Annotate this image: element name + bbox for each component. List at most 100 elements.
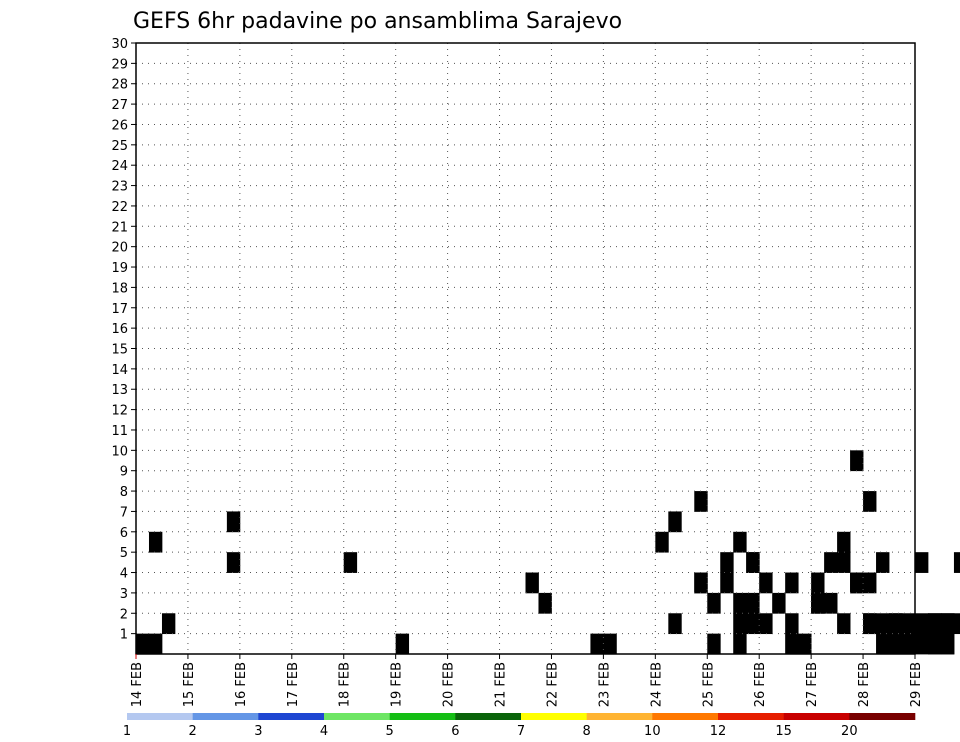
- heatmap-cell: [940, 633, 955, 655]
- heatmap-cell: [876, 613, 890, 635]
- legend-swatch: [521, 713, 587, 720]
- legend-label: 12: [710, 724, 727, 739]
- heatmap-cell: [525, 572, 539, 594]
- legend-label: 10: [644, 724, 661, 739]
- x-tick-label: 14 FEB: [130, 662, 145, 707]
- x-tick-label: 25 FEB: [701, 662, 716, 707]
- heatmap-cell: [226, 511, 241, 533]
- y-tick-label: 15: [111, 343, 128, 358]
- legend-label: 1: [123, 724, 131, 739]
- heatmap-cell: [876, 552, 890, 573]
- heatmap-cell: [746, 552, 760, 573]
- heatmap-cell: [837, 552, 851, 573]
- heatmap-cell: [733, 613, 747, 635]
- heatmap-cell: [707, 592, 721, 614]
- y-tick-label: 30: [111, 37, 128, 52]
- heatmap-cell: [785, 633, 799, 655]
- heatmap-cell: [668, 613, 682, 635]
- y-tick-label: 21: [111, 220, 128, 235]
- legend-swatch: [783, 713, 850, 720]
- heatmap-cell: [746, 592, 760, 614]
- heatmap-cell: [876, 633, 890, 655]
- x-tick-label: 20 FEB: [442, 662, 457, 707]
- heatmap-cell: [837, 531, 851, 553]
- y-tick-label: 3: [120, 587, 128, 602]
- y-tick-label: 6: [120, 526, 128, 541]
- y-tick-label: 17: [111, 302, 128, 317]
- heatmap-cell: [798, 633, 812, 655]
- y-tick-label: 28: [111, 78, 128, 93]
- y-tick-label: 24: [111, 159, 128, 174]
- heatmap-cell: [707, 633, 721, 655]
- y-tick-label: 14: [111, 363, 128, 378]
- heatmap-cell: [811, 572, 825, 594]
- legend-label: 5: [386, 724, 394, 739]
- heatmap-cell: [824, 552, 838, 573]
- y-tick-label: 8: [120, 485, 128, 500]
- heatmap-cell: [902, 613, 916, 635]
- color-legend: 1 2 3 4 5 6 7 8 10 12 15 20: [123, 713, 916, 739]
- heatmap-cell: [733, 531, 747, 553]
- y-tick-label: 5: [120, 546, 128, 561]
- x-tick-label: 29 FEB: [909, 662, 924, 707]
- heatmap-cell: [733, 633, 747, 655]
- heatmap-cell: [863, 613, 877, 635]
- heatmap-cell: [772, 592, 786, 614]
- legend-label: 6: [451, 724, 459, 739]
- legend-swatch: [258, 713, 325, 720]
- y-tick-label: 26: [111, 118, 128, 133]
- y-tick-label: 18: [111, 281, 128, 296]
- y-tick-label: 22: [111, 200, 128, 215]
- x-tick-label: 26 FEB: [753, 662, 768, 707]
- y-tick-label: 2: [120, 607, 128, 622]
- x-tick-label: 24 FEB: [649, 662, 664, 707]
- heatmap-cell: [953, 552, 960, 573]
- legend-swatch: [127, 713, 193, 720]
- heatmap-cell: [915, 552, 929, 573]
- legend-swatch: [849, 713, 916, 720]
- chart-gridlines: [136, 43, 915, 654]
- x-tick-label: 16 FEB: [234, 662, 249, 707]
- x-tick-label: 15 FEB: [182, 662, 197, 707]
- heatmap-cell: [863, 572, 877, 594]
- heatmap-cell: [837, 613, 851, 635]
- heatmap-cell: [720, 552, 734, 573]
- heatmap-cell: [148, 633, 163, 655]
- y-tick-label: 10: [111, 444, 128, 459]
- heatmap-cell: [785, 613, 799, 635]
- y-tick-label: 9: [120, 465, 128, 480]
- y-tick-label: 23: [111, 180, 128, 195]
- heatmap-cell: [538, 592, 552, 614]
- heatmap-cell: [720, 572, 734, 594]
- heatmap-cell: [902, 633, 916, 655]
- x-tick-label: 19 FEB: [390, 662, 405, 707]
- legend-label: 4: [320, 724, 328, 739]
- legend-label: 7: [517, 724, 525, 739]
- y-tick-label: 29: [111, 57, 128, 72]
- y-tick-label: 7: [120, 505, 128, 520]
- heatmap-cell: [953, 613, 960, 635]
- heatmap-cell: [824, 592, 838, 614]
- legend-label: 20: [841, 724, 858, 739]
- heatmap-cell: [889, 613, 903, 635]
- heatmap-cell: [136, 633, 150, 655]
- heatmap-cell: [694, 491, 708, 512]
- x-tick-label: 17 FEB: [286, 662, 301, 707]
- heatmap-cell: [850, 450, 864, 472]
- x-axis-ticks: 14 FEB 15 FEB 16 FEB 17 FEB 18 FEB 19 FEB 20 F…: [130, 654, 924, 707]
- heatmap-cell: [343, 552, 358, 573]
- legend-label: 3: [254, 724, 262, 739]
- y-tick-label: 19: [111, 261, 128, 276]
- heatmap-cell: [889, 633, 903, 655]
- heatmap-cell: [148, 531, 163, 553]
- heatmap-cell: [746, 613, 760, 635]
- legend-swatch: [389, 713, 456, 720]
- legend-swatch: [718, 713, 784, 720]
- y-tick-label: 27: [111, 98, 128, 113]
- heatmap-cell: [863, 491, 877, 512]
- heatmap-cell: [759, 613, 773, 635]
- legend-swatch: [192, 713, 259, 720]
- heatmap-cell: [395, 633, 410, 655]
- heatmap-cell: [603, 633, 617, 655]
